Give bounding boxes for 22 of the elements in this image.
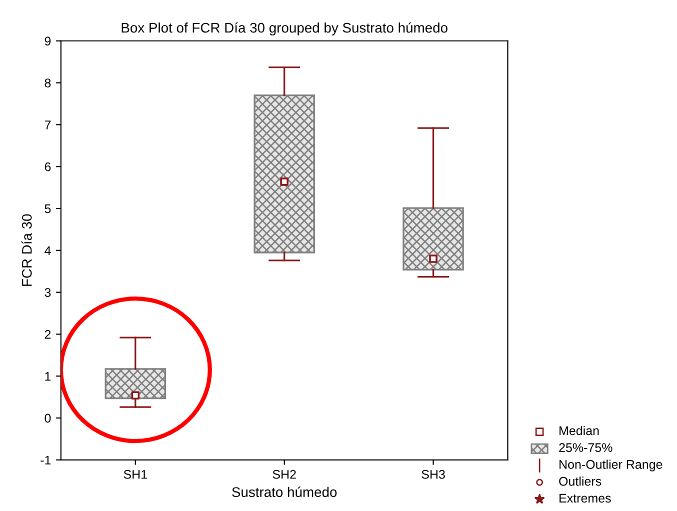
text: Outliers	[559, 476, 602, 486]
text: Extremes	[560, 494, 611, 503]
y-tick-label: 3	[44, 288, 51, 297]
y-tick-label: 6	[44, 162, 51, 172]
y-tick-label: 0	[44, 414, 51, 423]
y-tick-label: 7	[44, 120, 51, 130]
y-tick-label: 2	[44, 330, 51, 339]
text: 25%-75%	[559, 443, 612, 452]
y-tick-label: 8	[44, 78, 51, 88]
x-tick-label: SH3	[422, 470, 445, 479]
x-tick-label: SH1	[124, 470, 147, 479]
x-axis-title: Sustrato húmedo	[232, 486, 337, 498]
y-tick-label: 1	[45, 372, 51, 381]
text: Non-Outlier Range	[560, 460, 662, 472]
chart-title: Box Plot of FCR Día 30 grouped by Sustrato húmedo	[122, 22, 448, 36]
y-tick-label: 4	[44, 246, 51, 255]
y-axis-title: FCR Día 30	[21, 214, 32, 286]
text: Median	[560, 426, 599, 436]
y-tick-label: 9	[44, 36, 51, 46]
y-tick-label: -1	[40, 456, 51, 464]
y-tick-label: 5	[44, 204, 51, 214]
x-tick-label: SH2	[272, 470, 296, 479]
